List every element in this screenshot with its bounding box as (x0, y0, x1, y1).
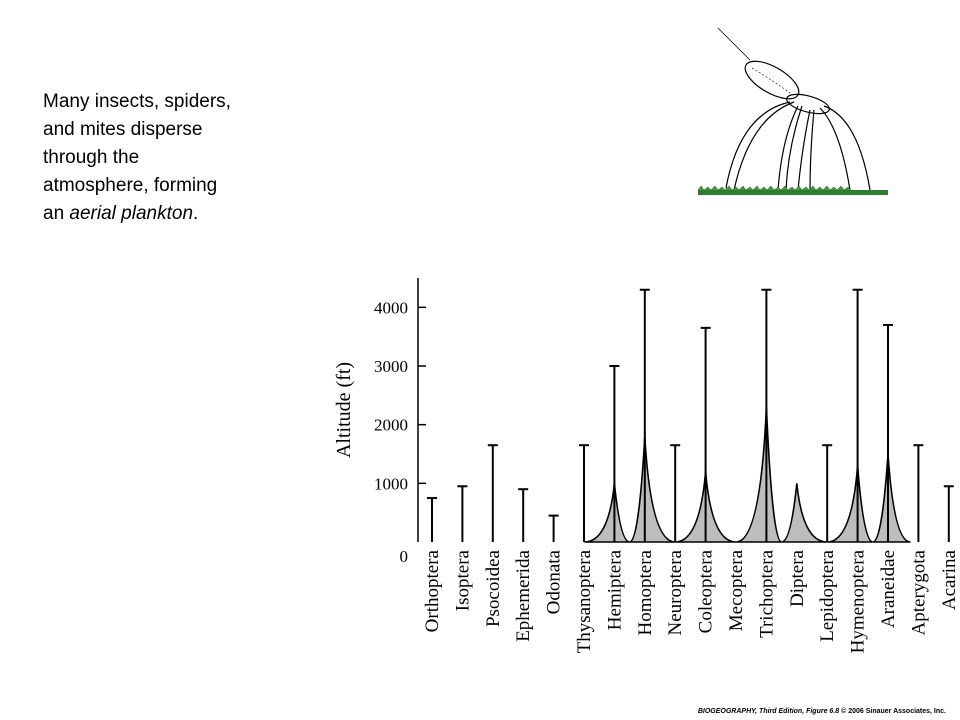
figure-credit-rest: © 2006 Sinauer Associates, Inc. (839, 708, 946, 715)
x-label-diptera: Diptera (787, 549, 808, 607)
caption-line-5-suffix: . (193, 203, 199, 224)
figure-credit: BIOGEOGRAPHY, Third Edition, Figure 6.8 … (698, 708, 946, 715)
caption-italic-term: aerial plankton (69, 203, 194, 224)
density-peak-homoptera (629, 436, 676, 543)
caption-line-5: an aerial plankton. (43, 200, 293, 228)
x-label-psocoidea: Psocoidea (483, 549, 504, 627)
caption-line-4: atmosphere, forming (43, 175, 218, 196)
x-label-hymenoptera: Hymenoptera (848, 549, 869, 653)
x-label-lepidoptera: Lepidoptera (817, 549, 838, 641)
density-peak-diptera (781, 483, 828, 543)
caption-line-2: and mites disperse (43, 119, 203, 140)
x-label-trichoptera: Trichoptera (756, 549, 777, 638)
x-label-hemiptera: Hemiptera (604, 549, 625, 630)
x-label-araneidae: Araneidae (878, 550, 899, 628)
ballooning-spider-illustration (697, 27, 888, 195)
max-altitude-bars (427, 288, 954, 542)
x-label-odonata: Odonata (544, 549, 565, 614)
x-label-acarina: Acarina (939, 549, 960, 610)
x-label-mecoptera: Mecoptera (726, 549, 747, 631)
x-label-thysanoptera: Thysanoptera (574, 549, 595, 653)
caption-line-1: Many insects, spiders, (43, 91, 231, 112)
density-peak-hymenoptera (827, 465, 874, 543)
y-tick-label-4000: 4000 (374, 298, 408, 317)
caption-line-5-prefix: an (43, 203, 70, 224)
caption: Many insects, spiders, and mites dispers… (43, 88, 293, 228)
y-tick-label-1000: 1000 (374, 474, 408, 493)
y-tick-label-3000: 3000 (374, 357, 408, 376)
y-tick-label-0: 0 (400, 547, 409, 566)
x-label-homoptera: Homoptera (635, 549, 656, 635)
x-label-ephemerida: Ephemerida (513, 549, 534, 641)
x-label-coleoptera: Coleoptera (696, 549, 717, 633)
caption-line-3: through the (43, 147, 140, 168)
altitude-chart: 0 1000 2000 3000 4000 Orthoptera Isoptera Psoc… (333, 278, 960, 653)
x-category-labels: Orthoptera Isoptera Psocoidea Ephemerida Odo… (422, 549, 960, 653)
y-ticks: 0 1000 2000 3000 4000 (374, 298, 426, 566)
x-label-apterygota: Apterygota (908, 549, 929, 635)
x-label-orthoptera: Orthoptera (422, 549, 443, 632)
y-axis-label: Altitude (ft) (333, 362, 355, 458)
x-label-neuroptera: Neuroptera (665, 549, 686, 635)
density-peak-araneidae (872, 453, 911, 543)
density-peak-hemiptera (584, 483, 630, 543)
x-label-isoptera: Isoptera (452, 549, 473, 611)
density-peak-trichoptera (735, 407, 783, 543)
y-tick-label-2000: 2000 (374, 416, 408, 435)
density-peaks (584, 407, 911, 543)
figure-credit-book: BIOGEOGRAPHY, Third Edition, Figure 6.8 (697, 708, 840, 715)
